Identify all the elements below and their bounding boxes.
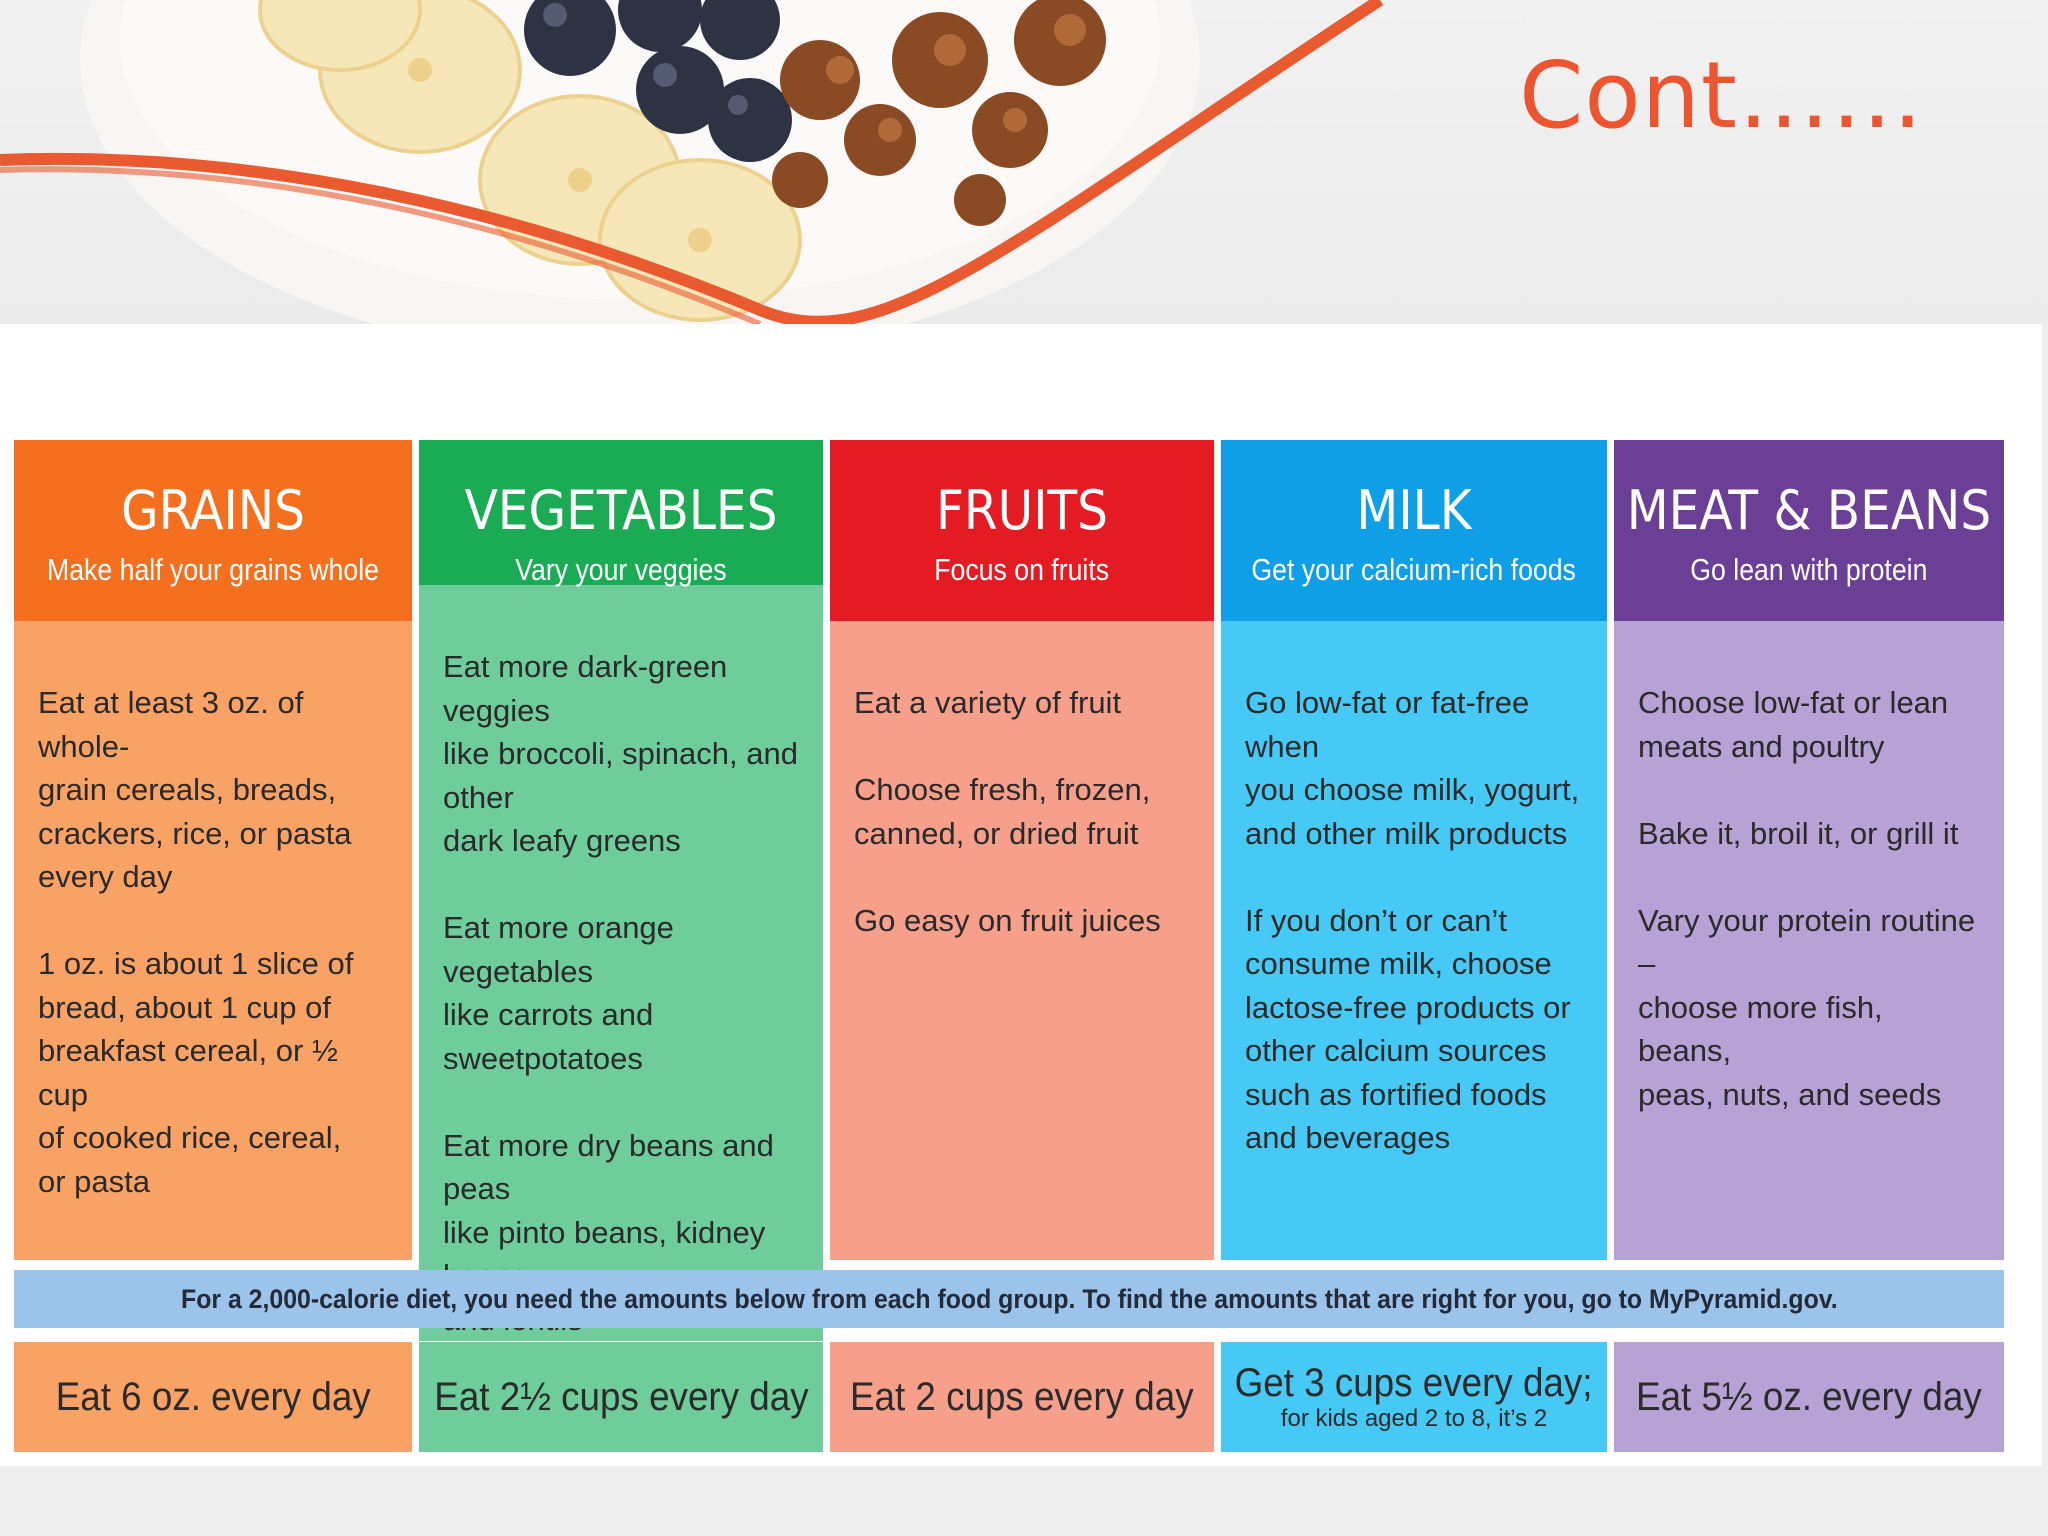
food-group-tips: Go low-fat or fat-free when you choose m…: [1221, 621, 1607, 1260]
food-group-meat-beans: MEAT & BEANS Go lean with protein Choose…: [1614, 440, 2004, 1260]
food-group-milk: MILK Get your calcium-rich foods Go low-…: [1221, 440, 1607, 1260]
food-group-fruits: FRUITS Focus on fruits Eat a variety of …: [830, 440, 1214, 1260]
food-group-subtitle: Get your calcium-rich foods: [1251, 552, 1577, 587]
amount-text: Eat 2 cups every day: [850, 1375, 1194, 1419]
daily-amounts-row: Eat 6 oz. every day Eat 2½ cups every da…: [14, 1342, 2004, 1452]
food-bowl-illustration: [0, 0, 1384, 324]
food-group-name: GRAINS: [121, 479, 305, 542]
food-group-subtitle: Make half your grains whole: [47, 552, 379, 587]
food-group-header: FRUITS Focus on fruits: [830, 440, 1214, 621]
food-group-name: VEGETABLES: [464, 479, 778, 542]
tip-text: Go easy on fruit juices: [854, 902, 1161, 938]
amount-text: Eat 5½ oz. every day: [1636, 1375, 1982, 1419]
tip-text: Go low-fat or fat-free when you choose m…: [1245, 685, 1580, 851]
amount-grains: Eat 6 oz. every day: [14, 1342, 412, 1452]
tip-text: Choose low-fat or lean meats and poultry: [1638, 685, 1949, 764]
food-group-subtitle: Vary your veggies: [515, 552, 727, 587]
tip-text: Eat more dark-green veggies like broccol…: [443, 649, 798, 858]
tip-text: Eat at least 3 oz. of whole- grain cerea…: [38, 685, 352, 894]
tip-text: 1 oz. is about 1 slice of bread, about 1…: [38, 946, 354, 1199]
calorie-note-bar: For a 2,000-calorie diet, you need the a…: [14, 1270, 2004, 1328]
tip-text: Eat more orange vegetables like carrots …: [443, 910, 674, 1076]
food-group-tips: Eat more dark-green veggies like broccol…: [419, 585, 823, 1341]
tip-text: Eat a variety of fruit: [854, 685, 1122, 720]
food-group-grid: GRAINS Make half your grains whole Eat a…: [14, 440, 2004, 1341]
amount-fruits: Eat 2 cups every day: [830, 1342, 1214, 1452]
amount-text: Get 3 cups every day;: [1235, 1361, 1593, 1405]
food-group-name: MILK: [1356, 479, 1472, 542]
food-group-grains: GRAINS Make half your grains whole Eat a…: [14, 440, 412, 1260]
food-group-tips: Eat a variety of fruit Choose fresh, fro…: [830, 621, 1214, 1260]
food-group-name: MEAT & BEANS: [1626, 479, 1992, 542]
calorie-note-text: For a 2,000-calorie diet, you need the a…: [180, 1283, 1838, 1314]
tip-text: If you don’t or can’t consume milk, choo…: [1245, 902, 1571, 1156]
food-group-subtitle: Go lean with protein: [1690, 552, 1928, 587]
banner: Cont……: [0, 0, 2048, 324]
food-group-header: MEAT & BEANS Go lean with protein: [1614, 440, 2004, 621]
food-group-header: VEGETABLES Vary your veggies: [419, 440, 823, 585]
food-group-tips: Choose low-fat or lean meats and poultry…: [1614, 621, 2004, 1260]
food-group-header: GRAINS Make half your grains whole: [14, 440, 412, 621]
tip-text: Eat more dry beans and peas like pinto b…: [443, 1127, 774, 1337]
amount-milk: Get 3 cups every day; for kids aged 2 to…: [1221, 1342, 1607, 1452]
amount-text: Eat 6 oz. every day: [55, 1375, 371, 1419]
amount-vegetables: Eat 2½ cups every day: [419, 1342, 823, 1452]
food-group-vegetables: VEGETABLES Vary your veggies Eat more da…: [419, 440, 823, 1341]
slide-title: Cont……: [1519, 42, 1924, 149]
food-group-header: MILK Get your calcium-rich foods: [1221, 440, 1607, 621]
amount-text: Eat 2½ cups every day: [433, 1375, 809, 1419]
amount-meat-beans: Eat 5½ oz. every day: [1614, 1342, 2004, 1452]
tip-text: Choose fresh, frozen, canned, or dried f…: [854, 772, 1151, 851]
tip-text: Vary your protein routine – choose more …: [1638, 902, 1976, 1112]
tip-text: Bake it, broil it, or grill it: [1638, 815, 1959, 851]
amount-note: for kids aged 2 to 8, it’s 2: [1280, 1405, 1548, 1432]
food-group-subtitle: Focus on fruits: [934, 552, 1110, 587]
food-group-tips: Eat at least 3 oz. of whole- grain cerea…: [14, 621, 412, 1260]
food-group-name: FRUITS: [935, 479, 1109, 542]
